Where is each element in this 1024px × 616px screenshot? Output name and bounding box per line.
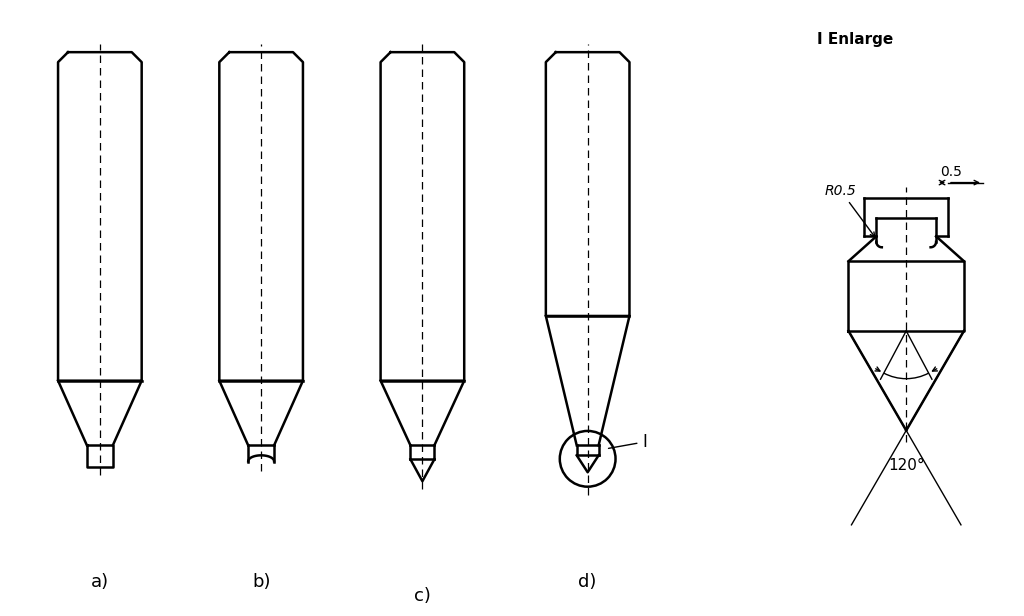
Text: b): b) — [252, 573, 270, 591]
Text: 120°: 120° — [888, 458, 925, 473]
Text: a): a) — [91, 573, 109, 591]
Text: 0.5: 0.5 — [940, 164, 962, 179]
Text: d): d) — [579, 573, 597, 591]
Text: c): c) — [414, 586, 431, 605]
Text: I: I — [608, 433, 647, 451]
Text: R0.5: R0.5 — [824, 184, 874, 237]
Text: I Enlarge: I Enlarge — [816, 32, 893, 47]
